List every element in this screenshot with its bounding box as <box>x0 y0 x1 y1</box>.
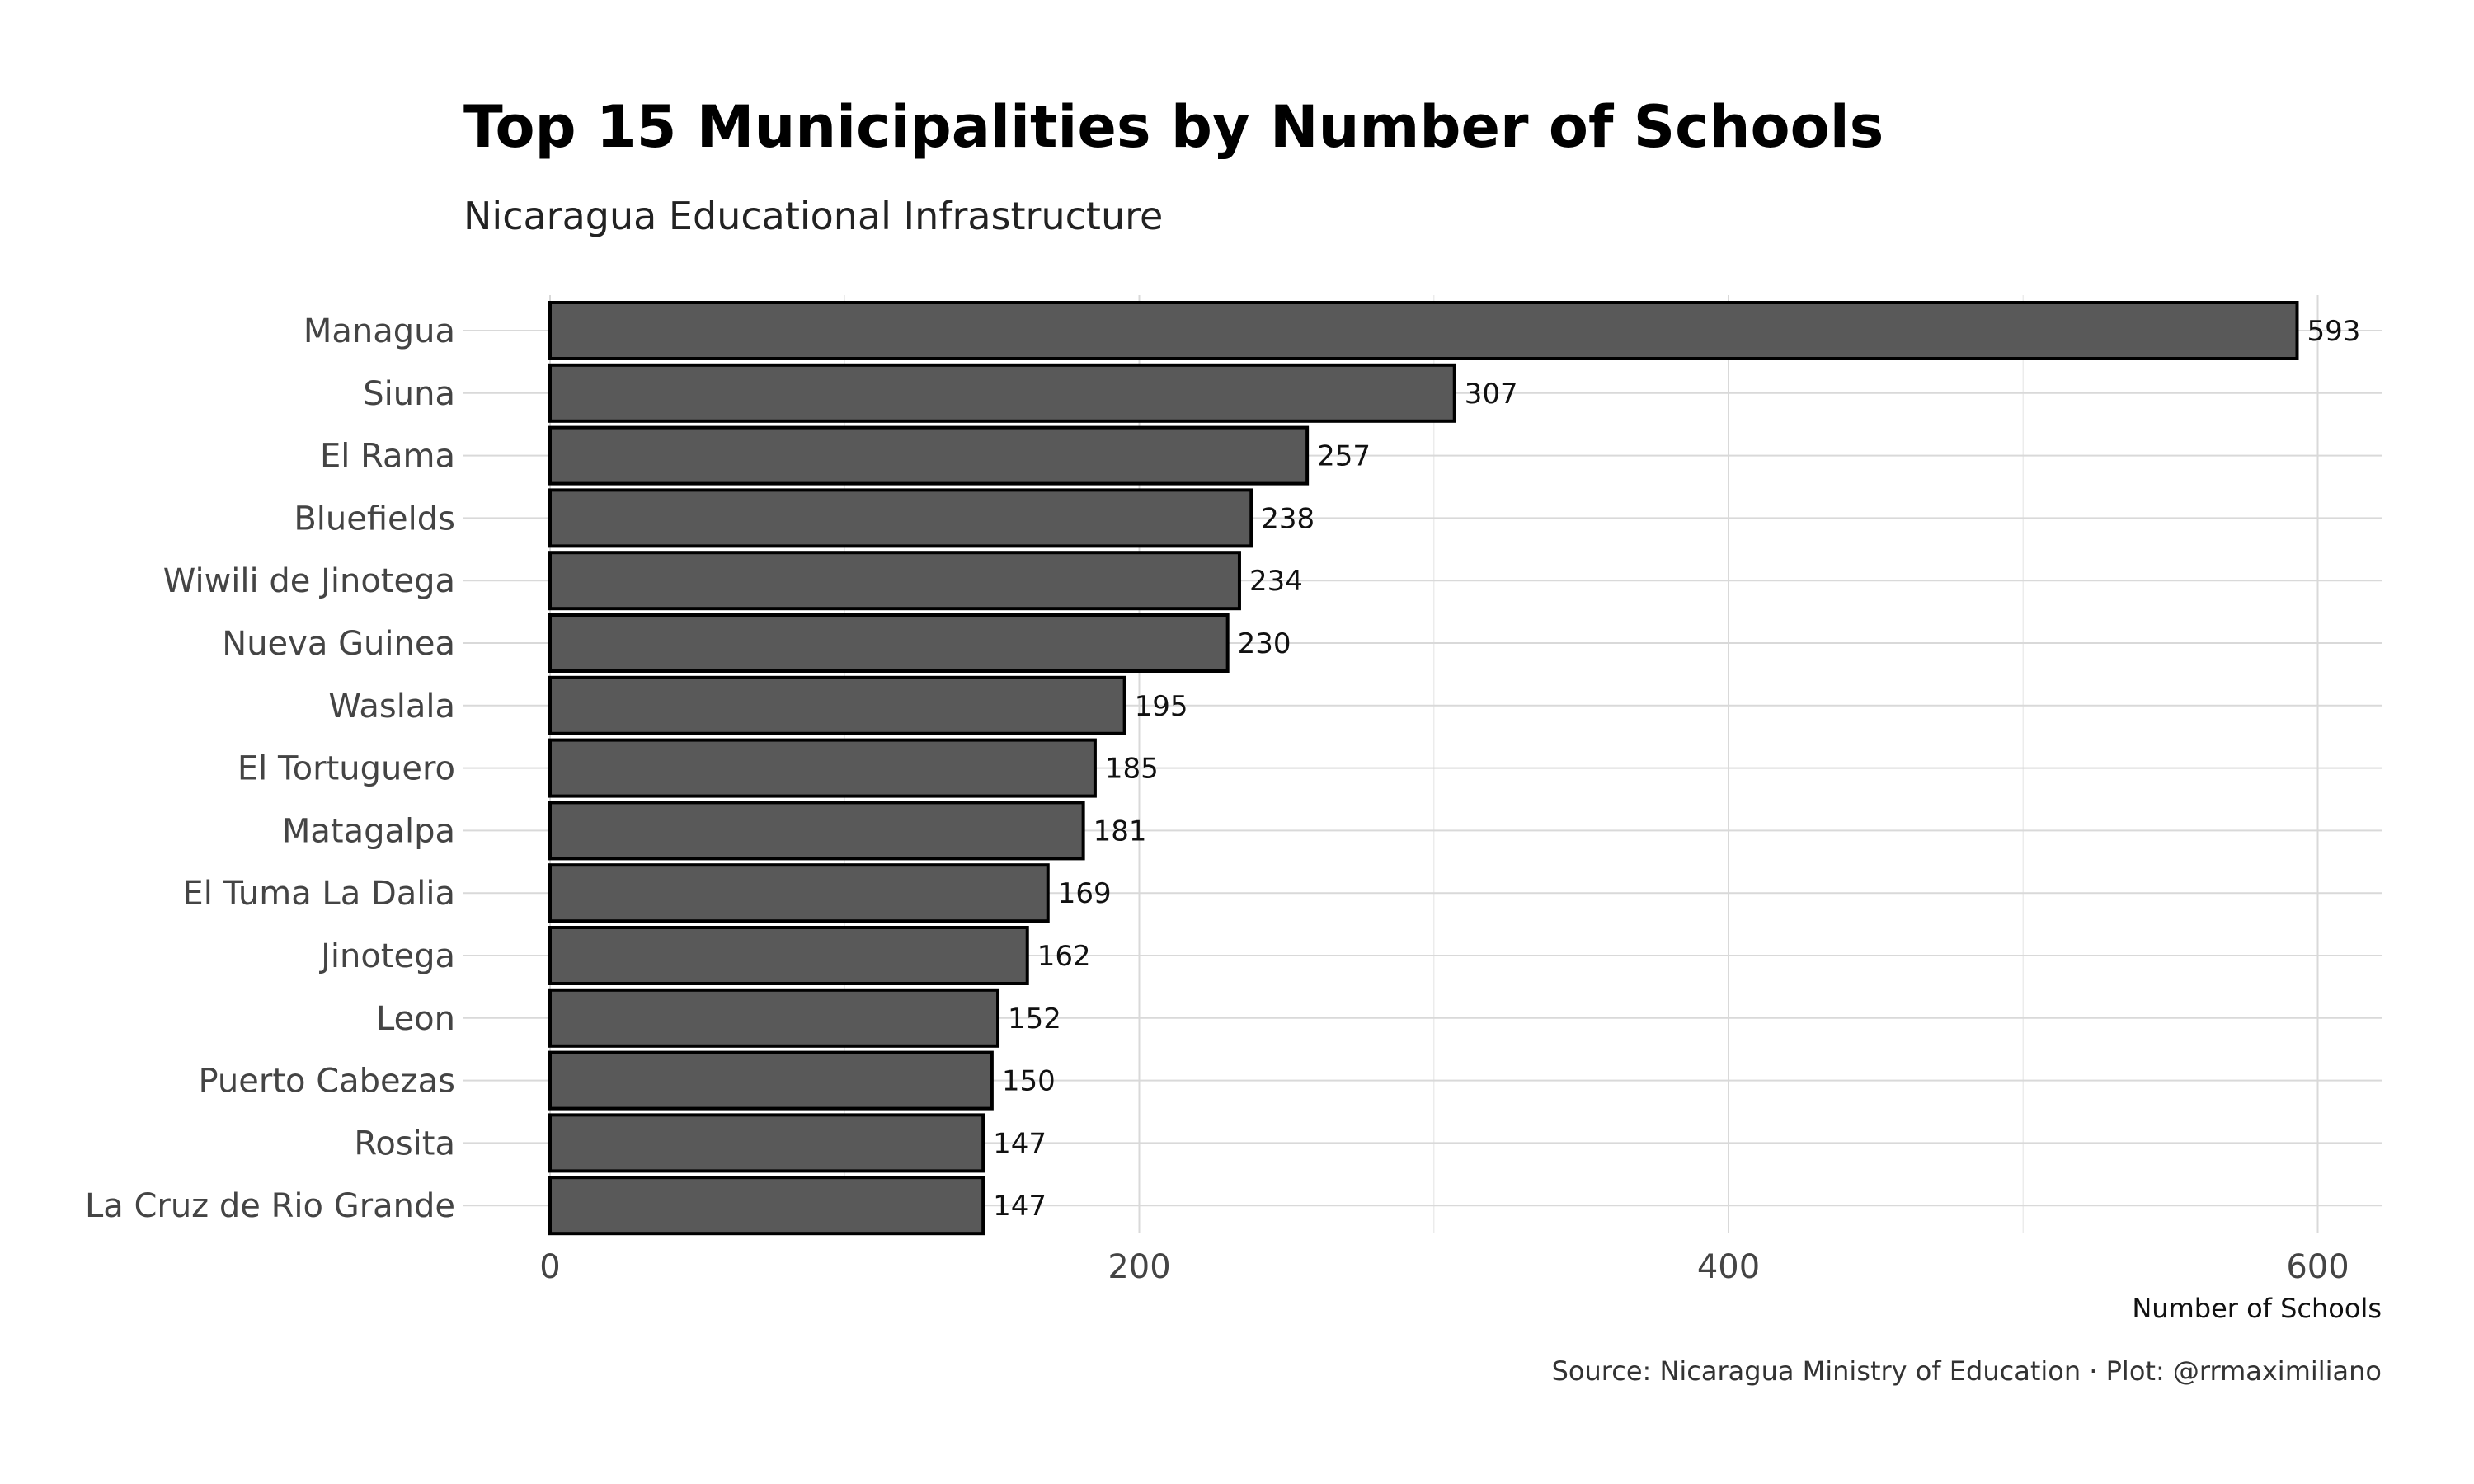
category-label: Rosita <box>354 1125 455 1162</box>
x-tick-label: 200 <box>1108 1248 1170 1286</box>
bar <box>548 988 1000 1048</box>
category-label: La Cruz de Rio Grande <box>85 1187 455 1225</box>
value-label: 185 <box>1105 753 1159 786</box>
bar <box>548 1113 985 1173</box>
category-label: Waslala <box>328 688 455 726</box>
category-label: Bluefields <box>294 500 455 538</box>
bar <box>548 551 1241 611</box>
category-label: El Rama <box>320 438 455 476</box>
bar <box>548 863 1050 923</box>
value-label: 238 <box>1261 502 1315 535</box>
value-label: 150 <box>1002 1065 1056 1098</box>
bar <box>548 613 1230 673</box>
value-label: 169 <box>1058 877 1112 910</box>
category-label: El Tuma La Dalia <box>182 875 455 913</box>
chart-caption: Source: Nicaragua Ministry of Education … <box>1552 1355 2382 1387</box>
chart-title: Top 15 Municipalities by Number of Schoo… <box>463 93 1884 161</box>
value-label: 593 <box>2307 315 2360 348</box>
bar <box>548 1176 985 1236</box>
x-tick-label: 600 <box>2286 1248 2349 1286</box>
category-label: Jinotega <box>318 937 455 975</box>
bar <box>548 363 1456 423</box>
category-label: Managua <box>303 312 455 350</box>
value-label: 234 <box>1249 565 1303 598</box>
x-tick-label: 0 <box>539 1248 560 1286</box>
bar <box>548 301 2299 360</box>
category-label: Nueva Guinea <box>222 625 455 663</box>
value-label: 152 <box>1008 1003 1061 1036</box>
bar <box>548 801 1085 861</box>
bar <box>548 926 1029 985</box>
bar <box>548 1050 994 1111</box>
x-axis-title: Number of Schools <box>2132 1293 2382 1324</box>
value-label: 195 <box>1135 690 1188 723</box>
bar <box>548 675 1126 735</box>
bar-layer <box>548 301 2299 1236</box>
value-label: 307 <box>1465 378 1518 411</box>
x-tick-label: 400 <box>1697 1248 1760 1286</box>
category-label: Siuna <box>363 375 455 413</box>
value-label: 162 <box>1037 940 1091 973</box>
value-label: 230 <box>1238 627 1291 660</box>
category-label: Wiwili de Jinotega <box>163 562 455 600</box>
value-label: 181 <box>1094 815 1147 848</box>
category-label: Leon <box>376 1000 455 1038</box>
category-label: Puerto Cabezas <box>199 1063 455 1101</box>
value-label: 257 <box>1317 440 1371 473</box>
bar <box>548 425 1310 486</box>
label-layer: 0 200 400 600 Managua 593 Siuna 307 El Rama 257 Bl… <box>85 312 2360 1286</box>
bar <box>548 738 1097 798</box>
value-label: 147 <box>993 1190 1047 1223</box>
value-label: 147 <box>993 1127 1047 1160</box>
category-label: Matagalpa <box>282 812 455 850</box>
bar <box>548 488 1253 548</box>
category-label: El Tortuguero <box>238 750 455 788</box>
chart-subtitle: Nicaragua Educational Infrastructure <box>463 194 1163 238</box>
